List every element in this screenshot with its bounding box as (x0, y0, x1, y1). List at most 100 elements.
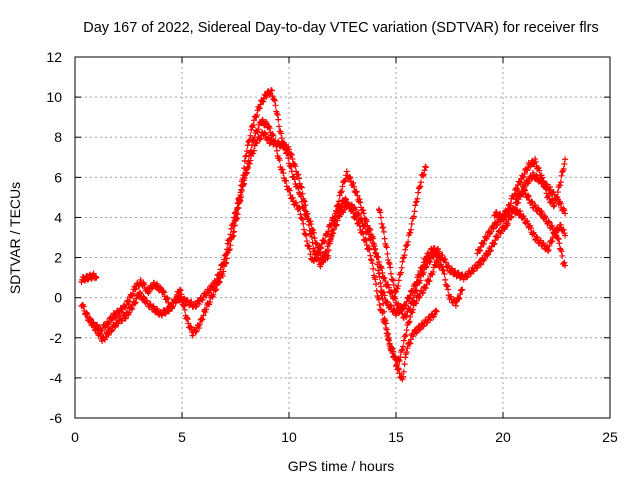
chart-title: Day 167 of 2022, Sidereal Day-to-day VTE… (83, 20, 598, 36)
data-point (233, 215, 240, 222)
data-point (173, 296, 180, 303)
data-point (86, 315, 93, 322)
data-point (276, 157, 283, 164)
data-point (260, 98, 267, 105)
data-point (372, 276, 379, 283)
data-point (350, 180, 357, 187)
data-point (420, 171, 427, 178)
data-point (383, 244, 390, 251)
data-point (181, 306, 188, 313)
data-point (422, 164, 429, 171)
data-point (387, 302, 394, 309)
data-point (376, 302, 383, 309)
data-point (370, 240, 377, 247)
data-point (296, 205, 303, 212)
data-point (380, 228, 387, 235)
data-point (416, 184, 423, 191)
data-point (333, 221, 340, 228)
data-point (236, 198, 243, 205)
data-point (560, 166, 567, 173)
data-point (422, 163, 429, 170)
data-point (370, 265, 377, 272)
data-point (558, 172, 565, 179)
data-point (390, 277, 397, 284)
data-point (407, 226, 414, 233)
data-point (238, 194, 245, 201)
data-point (253, 112, 260, 119)
data-point (185, 320, 192, 327)
data-point (548, 238, 555, 245)
data-point (397, 269, 404, 276)
data-point (507, 200, 514, 207)
data-point (445, 286, 452, 293)
data-point (524, 192, 531, 199)
data-point (104, 331, 111, 338)
data-point (275, 116, 282, 123)
data-point (210, 291, 217, 298)
data-point (402, 331, 409, 338)
data-point (388, 270, 395, 277)
data-point (375, 270, 382, 277)
y-tick-label: 2 (54, 250, 62, 266)
data-point (324, 231, 331, 238)
data-point (293, 199, 300, 206)
data-point (456, 295, 463, 302)
data-point (412, 281, 419, 288)
data-point (545, 218, 552, 225)
data-point (441, 271, 448, 278)
data-point (278, 130, 285, 137)
data-point (288, 168, 295, 175)
data-point (527, 163, 534, 170)
data-point (278, 135, 285, 142)
data-point (554, 193, 561, 200)
data-point (385, 336, 392, 343)
data-point (551, 202, 558, 209)
data-point (227, 242, 234, 249)
y-tick-label: 10 (46, 89, 62, 105)
data-point (271, 96, 278, 103)
data-point (285, 155, 292, 162)
data-point (386, 260, 393, 267)
y-tick-label: -2 (50, 330, 63, 346)
data-point (427, 258, 434, 265)
data-point (329, 227, 336, 234)
data-point (401, 252, 408, 259)
data-point (241, 180, 248, 187)
data-point (403, 349, 410, 356)
data-point (273, 142, 280, 149)
data-point (527, 162, 534, 169)
data-point (546, 242, 553, 249)
data-point (212, 287, 219, 294)
data-point (334, 209, 341, 216)
data-point (562, 210, 569, 217)
data-point (247, 132, 254, 139)
x-tick-label: 0 (71, 429, 79, 445)
data-point (384, 330, 391, 337)
data-point (165, 307, 172, 314)
data-point (400, 305, 407, 312)
data-point (524, 218, 531, 225)
data-point (412, 199, 419, 206)
data-point (111, 313, 118, 320)
data-point (290, 173, 297, 180)
data-point (298, 215, 305, 222)
data-point (241, 157, 248, 164)
data-point (504, 220, 511, 227)
data-point (360, 231, 367, 238)
data-point (513, 186, 520, 193)
x-axis-label: GPS time / hours (288, 458, 395, 474)
data-point (92, 273, 99, 280)
data-point (380, 224, 387, 231)
data-point (246, 138, 253, 145)
series-trace-c (82, 87, 440, 383)
data-point (303, 232, 310, 239)
data-point (521, 186, 528, 193)
data-point (470, 268, 477, 275)
data-point (375, 296, 382, 303)
data-point (415, 294, 422, 301)
data-point (295, 185, 302, 192)
data-point (331, 214, 338, 221)
data-point (298, 184, 305, 191)
data-point (422, 256, 429, 263)
